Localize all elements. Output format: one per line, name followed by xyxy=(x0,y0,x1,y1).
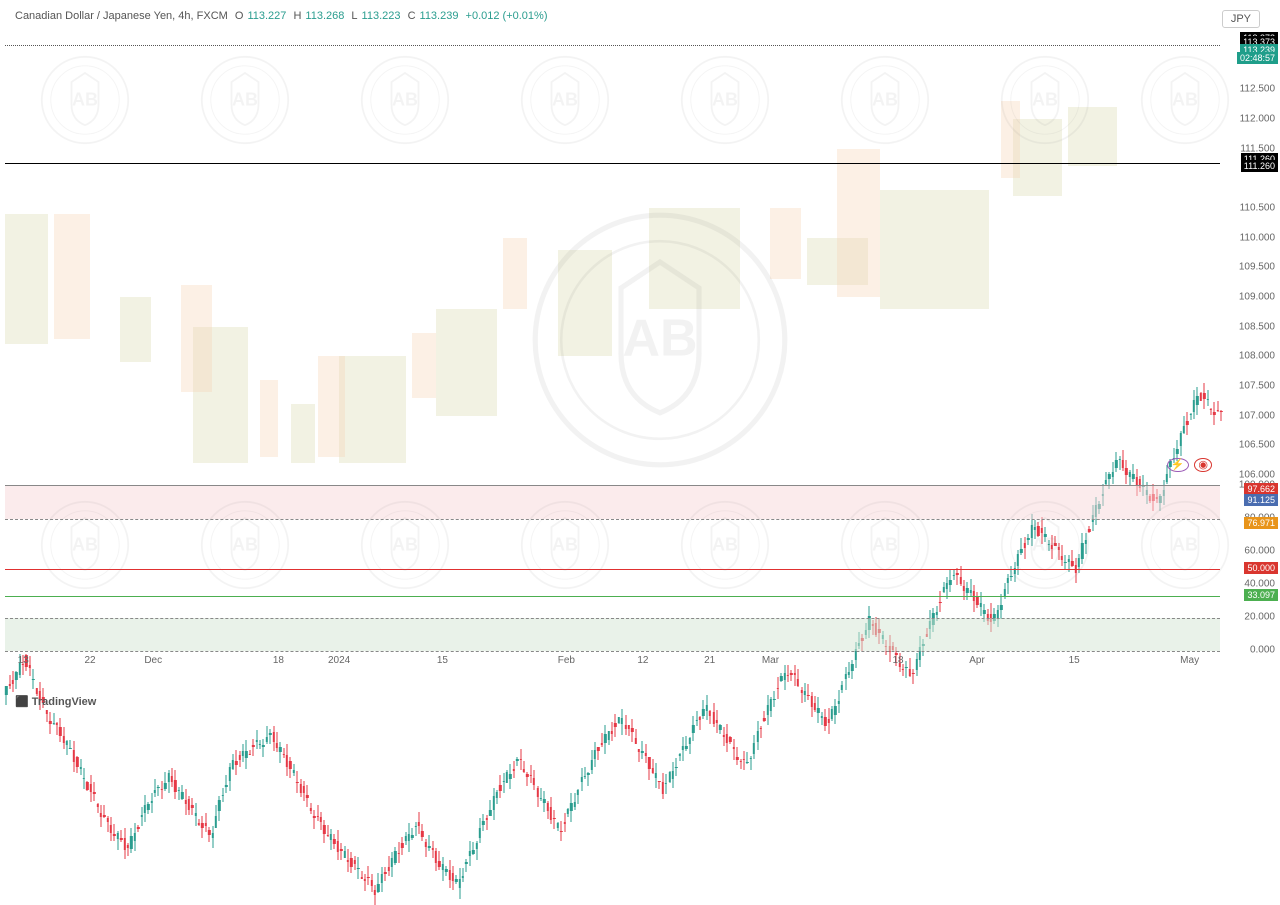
ohlc-change: +0.012 (+0.01%) xyxy=(466,10,548,22)
time-tick: 15 xyxy=(1069,655,1080,666)
price-tick: 108.000 xyxy=(1239,351,1275,362)
osc-badge: 50.000 xyxy=(1244,562,1278,574)
time-tick: May xyxy=(1180,655,1199,666)
price-tick: 106.500 xyxy=(1239,440,1275,451)
osc-tick: 40.000 xyxy=(1244,579,1275,590)
chart-header: Canadian Dollar / Japanese Yen, 4h, FXCM… xyxy=(15,10,551,22)
time-tick: Feb xyxy=(558,655,575,666)
time-tick: 18 xyxy=(273,655,284,666)
shaded-zone xyxy=(837,149,880,297)
osc-tick: 20.000 xyxy=(1244,612,1275,623)
tv-logo-icon: ⬛ xyxy=(15,696,29,708)
shaded-zone xyxy=(412,333,436,398)
time-tick: 22 xyxy=(84,655,95,666)
ohlc-o-label: O xyxy=(235,10,244,22)
oscillator-pane[interactable] xyxy=(5,485,1220,650)
time-tick: 13 xyxy=(18,655,29,666)
osc-tick: 60.000 xyxy=(1244,546,1275,557)
instrument-title: Canadian Dollar / Japanese Yen, 4h, FXCM xyxy=(15,10,228,22)
price-tick: 108.500 xyxy=(1239,321,1275,332)
attribution: ⬛ TradingView xyxy=(15,695,96,708)
price-line xyxy=(5,163,1220,164)
osc-badge: 91.125 xyxy=(1244,494,1278,506)
shaded-zone xyxy=(770,208,800,279)
osc-badge: 76.971 xyxy=(1244,517,1278,529)
shaded-zone xyxy=(339,356,406,463)
time-tick: Mar xyxy=(762,655,779,666)
shaded-zone xyxy=(1001,101,1019,178)
time-tick: 2024 xyxy=(328,655,350,666)
time-tick: 12 xyxy=(637,655,648,666)
price-chart[interactable] xyxy=(5,30,1220,475)
time-tick: 15 xyxy=(437,655,448,666)
shaded-zone xyxy=(5,214,48,345)
price-tick: 110.500 xyxy=(1240,203,1275,214)
price-tick: 107.000 xyxy=(1239,410,1275,421)
shaded-zone xyxy=(436,309,497,416)
price-tick: 112.000 xyxy=(1240,114,1275,125)
shaded-zone xyxy=(181,285,211,392)
shaded-zone xyxy=(260,380,278,457)
ohlc-l-label: L xyxy=(351,10,357,22)
ohlc-h-label: H xyxy=(293,10,301,22)
shaded-zone xyxy=(503,238,527,309)
currency-label[interactable]: JPY xyxy=(1222,10,1260,28)
ohlc-o-val: 113.227 xyxy=(247,10,286,22)
shaded-zone xyxy=(1068,107,1117,166)
ohlc-c-label: C xyxy=(408,10,416,22)
ohlc-c-val: 113.239 xyxy=(420,10,459,22)
price-tick: 109.000 xyxy=(1239,292,1275,303)
ohlc-l-val: 113.223 xyxy=(362,10,401,22)
time-tick: Apr xyxy=(969,655,985,666)
osc-badge: 33.097 xyxy=(1244,589,1278,601)
time-tick: 18 xyxy=(892,655,903,666)
price-line xyxy=(5,45,1220,46)
price-axis: 113.373112.500112.000111.500111.260110.5… xyxy=(1225,30,1280,475)
shaded-zone xyxy=(649,208,740,309)
shaded-zone xyxy=(54,214,90,339)
price-tick: 110.000 xyxy=(1240,232,1275,243)
shaded-zone xyxy=(120,297,150,362)
shaded-zone xyxy=(1013,119,1062,196)
price-tick: 109.500 xyxy=(1239,262,1275,273)
oscillator-axis: 100.00080.00060.00040.00020.0000.00097.6… xyxy=(1225,485,1280,650)
target-icon[interactable]: ◉ xyxy=(1194,458,1212,472)
price-badge: 02:48:57 xyxy=(1237,52,1278,64)
price-tick: 107.500 xyxy=(1239,381,1275,392)
price-badge: 111.260 xyxy=(1241,160,1278,172)
osc-tick: 0.000 xyxy=(1250,645,1275,656)
time-tick: Dec xyxy=(144,655,162,666)
shaded-zone xyxy=(880,190,989,309)
ohlc-h-val: 113.268 xyxy=(305,10,344,22)
time-tick: 21 xyxy=(704,655,715,666)
shaded-zone xyxy=(558,250,613,357)
shaded-zone xyxy=(318,356,345,457)
osc-level-line xyxy=(5,651,1220,652)
camera-icon[interactable]: ⚡ xyxy=(1167,458,1189,472)
shaded-zone xyxy=(291,404,315,463)
time-axis: 13 22 Dec 18 2024 15 Feb 12 21 Mar 18 Apr 15 May xyxy=(5,655,1220,675)
price-tick: 112.500 xyxy=(1240,84,1275,95)
snapshot-icons: ⚡ ◉ xyxy=(1165,455,1212,471)
oscillator-svg xyxy=(5,486,1220,651)
